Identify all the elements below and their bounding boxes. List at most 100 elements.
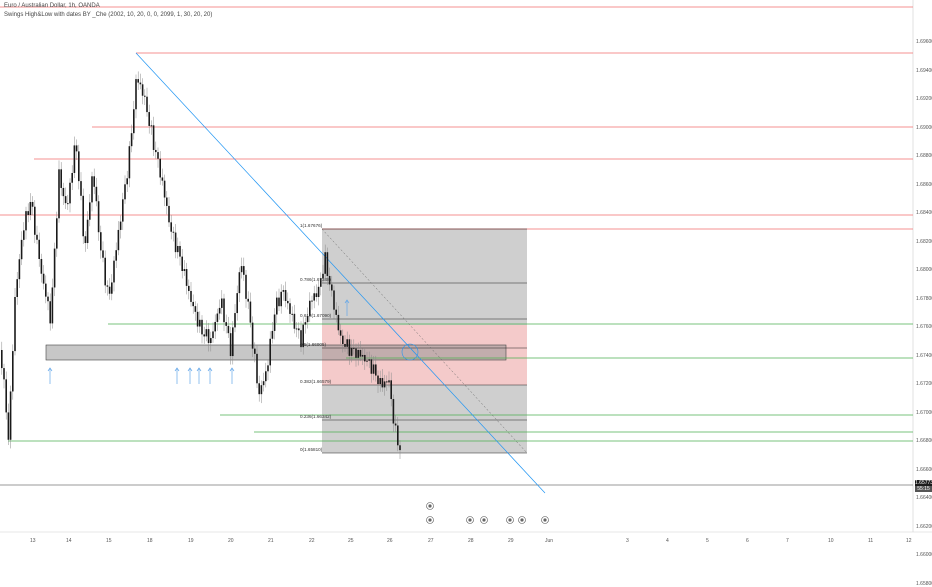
event-marker-icon[interactable] [518,516,526,524]
candle-body [234,313,236,328]
candle-body [106,285,109,287]
price-axis-label: 1.65800 [916,580,932,587]
candle-body [210,338,212,344]
price-axis-label: 1.67600 [916,324,932,330]
candle-body [212,331,214,339]
up-arrow-icon [344,299,350,316]
candle-body [271,330,274,339]
candle-body [5,379,7,413]
candle-body [218,307,221,314]
candle-body [42,273,45,284]
candle-body [243,266,245,275]
time-axis-label: 6 [746,538,749,544]
candle-body [170,222,172,232]
price-axis-label: 1.69600 [916,39,932,45]
price-axis-label: 1.66000 [916,552,932,558]
candle-body [12,351,14,392]
candle-body [148,112,150,126]
candle-body [150,125,153,127]
candle-body [122,199,124,222]
candle-body [236,293,238,314]
event-marker-icon[interactable] [426,502,434,510]
candle-body [119,221,122,230]
event-marker-icon[interactable] [506,516,514,524]
fib-level-label: 0.786(1.67348) [300,277,332,282]
candle-body [188,285,190,291]
candle-body [194,306,197,312]
candle-body [117,229,120,251]
candle-body [249,301,252,323]
event-marker-icon[interactable] [541,516,549,524]
fib-diagonal-line[interactable] [321,228,528,454]
candle-body [9,391,12,440]
candle-body [372,364,375,374]
candle-body [14,296,16,352]
candle-body [205,329,208,337]
candle-body [97,201,100,233]
candle-body [258,383,260,395]
price-axis-label: 1.68800 [916,153,932,159]
time-axis-label: 5 [706,538,709,544]
price-axis-label: 1.68400 [916,210,932,216]
fib-level-label: 0.5(1.66905) [300,342,327,347]
candle-body [172,231,175,233]
candle-body [361,354,364,357]
bar-countdown: 55:15 [915,486,932,492]
candle-body [25,211,27,231]
candle-body [86,219,89,244]
price-chart-svg[interactable] [0,0,932,550]
up-arrow-icon [47,367,53,384]
event-marker-icon[interactable] [480,516,488,524]
up-arrow-icon [174,367,180,384]
candle-body [240,266,243,273]
indicator-title: Swings High&Low with dates BY _Che (2002… [4,12,213,18]
candle-body [227,325,230,334]
candle-body [320,278,322,287]
candle-body [185,269,188,286]
time-axis-label: 3 [626,538,629,544]
candle-body [289,303,291,314]
candle-body [379,378,381,385]
candle-body [31,201,34,207]
candle-body [80,181,82,196]
candle-body [394,423,397,426]
candle-body [137,79,139,83]
candle-body [262,381,265,386]
up-arrow-icon [196,367,202,384]
candle-body [174,232,177,253]
price-axis-label: 1.67000 [916,409,932,416]
time-axis-label: 11 [868,538,874,544]
candle-body [207,329,210,344]
candle-body [89,202,91,220]
candle-body [346,339,348,347]
candle-body [60,169,62,188]
current-price-badge: 1.65773 [915,480,932,486]
up-arrow-icon [187,367,193,384]
trendline[interactable] [135,52,546,494]
candle-body [29,201,32,216]
time-axis-label: 20 [228,538,234,544]
candle-body [64,196,67,204]
range-zone-box[interactable] [45,344,507,361]
candle-body [111,282,113,294]
candle-body [18,259,21,280]
candle-body [183,269,186,271]
time-axis-label: 7 [786,538,789,544]
event-marker-icon[interactable] [426,516,434,524]
candle-body [269,338,271,366]
candle-body [388,380,390,383]
time-axis-label: 21 [268,538,274,544]
candle-body [34,206,36,235]
candle-body [223,298,225,323]
candle-body [359,349,362,357]
price-axis-label: 1.68200 [916,238,932,245]
candle-body [47,296,49,302]
event-marker-icon[interactable] [466,516,474,524]
candle-body [152,125,155,150]
candle-body [168,205,170,223]
candle-body [280,291,282,307]
candle-body [102,250,104,258]
candle-body [302,324,304,348]
drawing-anchor-circle[interactable] [401,343,419,361]
